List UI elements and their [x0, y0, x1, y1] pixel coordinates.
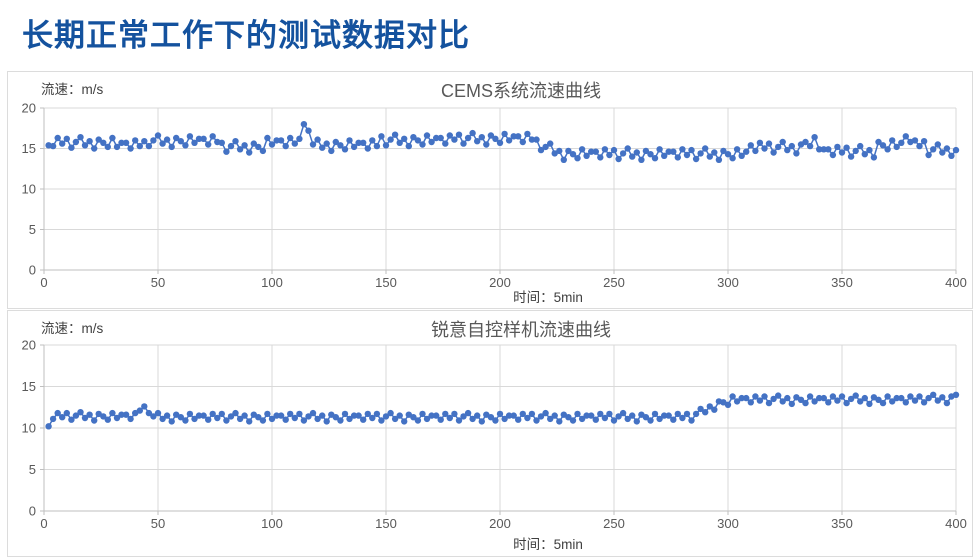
y-tick-labels: 0 5 10 15 20 — [22, 338, 36, 519]
cems-chart-title: CEMS系统流速曲线 — [440, 81, 602, 101]
svg-text:150: 150 — [375, 516, 397, 531]
svg-text:200: 200 — [489, 516, 511, 531]
series-points — [45, 391, 960, 430]
svg-text:100: 100 — [261, 516, 283, 531]
svg-text:0: 0 — [29, 504, 36, 519]
svg-text:10: 10 — [22, 421, 36, 436]
svg-text:300: 300 — [717, 516, 739, 531]
svg-text:20: 20 — [22, 101, 36, 116]
svg-text:50: 50 — [151, 516, 165, 531]
series-points — [45, 121, 960, 163]
svg-text:400: 400 — [945, 516, 967, 531]
svg-text:350: 350 — [831, 516, 853, 531]
svg-text:250: 250 — [603, 275, 625, 290]
chart-panel-cems: 0 5 10 15 20 0 50 100 150 200 250 300 350 400 流速：m/s … — [7, 71, 973, 309]
axes — [40, 107, 957, 274]
svg-text:400: 400 — [945, 275, 967, 290]
svg-text:0: 0 — [29, 263, 36, 278]
chart-panel-ruiyi: 0 5 10 15 20 0 50 100 150 200 250 300 350 400 流速：m/s … — [7, 310, 973, 557]
svg-text:250: 250 — [603, 516, 625, 531]
x-tick-labels: 0 50 100 150 200 250 300 350 400 — [40, 516, 966, 531]
ruiyi-chart-title: 锐意自控样机流速曲线 — [431, 320, 611, 340]
svg-text:350: 350 — [831, 275, 853, 290]
axes — [40, 344, 957, 515]
x-tick-labels: 0 50 100 150 200 250 300 350 400 — [40, 275, 966, 290]
svg-text:200: 200 — [489, 275, 511, 290]
svg-text:5: 5 — [29, 222, 36, 237]
svg-text:15: 15 — [22, 141, 36, 156]
svg-text:10: 10 — [22, 182, 36, 197]
ruiyi-x-axis-title: 时间：5min — [513, 537, 583, 552]
cems-y-axis-title: 流速：m/s — [41, 82, 104, 97]
svg-text:50: 50 — [151, 275, 165, 290]
svg-text:15: 15 — [22, 379, 36, 394]
cems-x-axis-title: 时间：5min — [513, 290, 583, 305]
svg-text:150: 150 — [375, 275, 397, 290]
ruiyi-y-axis-title: 流速：m/s — [41, 321, 104, 336]
svg-text:100: 100 — [261, 275, 283, 290]
svg-text:5: 5 — [29, 462, 36, 477]
svg-text:20: 20 — [22, 338, 36, 353]
y-tick-labels: 0 5 10 15 20 — [22, 101, 36, 278]
gridlines — [44, 344, 957, 511]
page-title: 长期正常工作下的测试数据对比 — [22, 18, 470, 53]
svg-text:0: 0 — [40, 275, 47, 290]
svg-text:300: 300 — [717, 275, 739, 290]
svg-text:0: 0 — [40, 516, 47, 531]
gridlines — [44, 107, 957, 270]
